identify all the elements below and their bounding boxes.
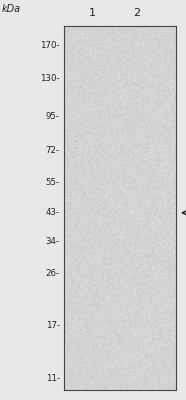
Text: 17-: 17- xyxy=(46,321,60,330)
Text: 170-: 170- xyxy=(40,41,60,50)
Text: 95-: 95- xyxy=(46,112,60,121)
Text: 34-: 34- xyxy=(46,237,60,246)
Text: 1: 1 xyxy=(89,8,96,18)
Text: 26-: 26- xyxy=(46,269,60,278)
Text: 55-: 55- xyxy=(46,178,60,187)
Text: 130-: 130- xyxy=(40,74,60,83)
Text: 2: 2 xyxy=(133,8,140,18)
Text: kDa: kDa xyxy=(2,4,21,14)
Text: 43-: 43- xyxy=(46,208,60,217)
Text: 11-: 11- xyxy=(46,374,60,383)
Text: 72-: 72- xyxy=(46,146,60,155)
